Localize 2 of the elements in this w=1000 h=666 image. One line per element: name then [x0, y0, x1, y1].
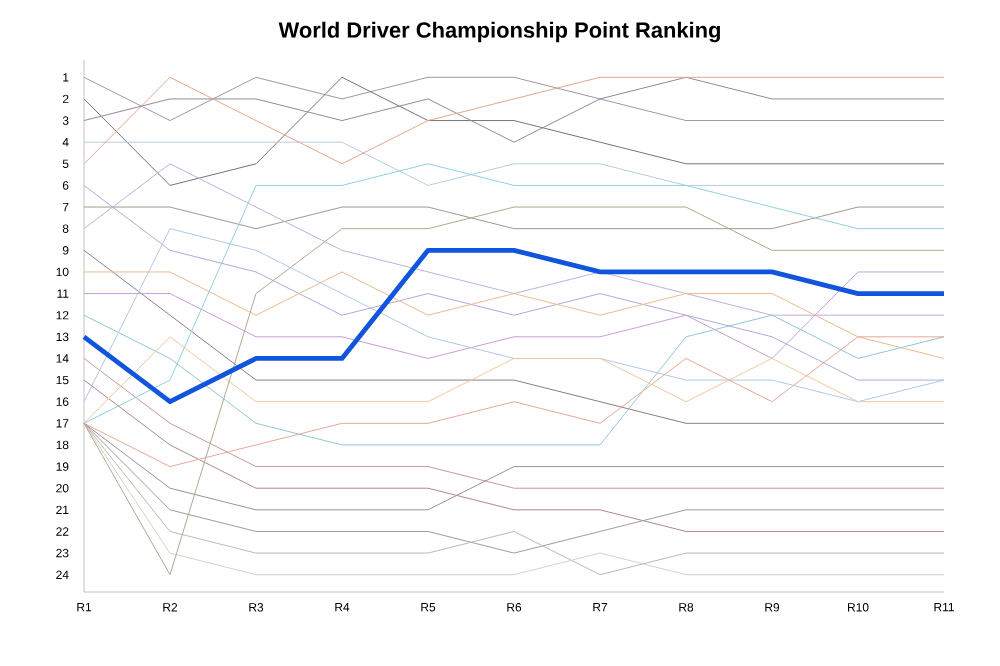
chart-title: World Driver Championship Point Ranking	[278, 21, 720, 43]
line-series	[83, 271, 945, 359]
